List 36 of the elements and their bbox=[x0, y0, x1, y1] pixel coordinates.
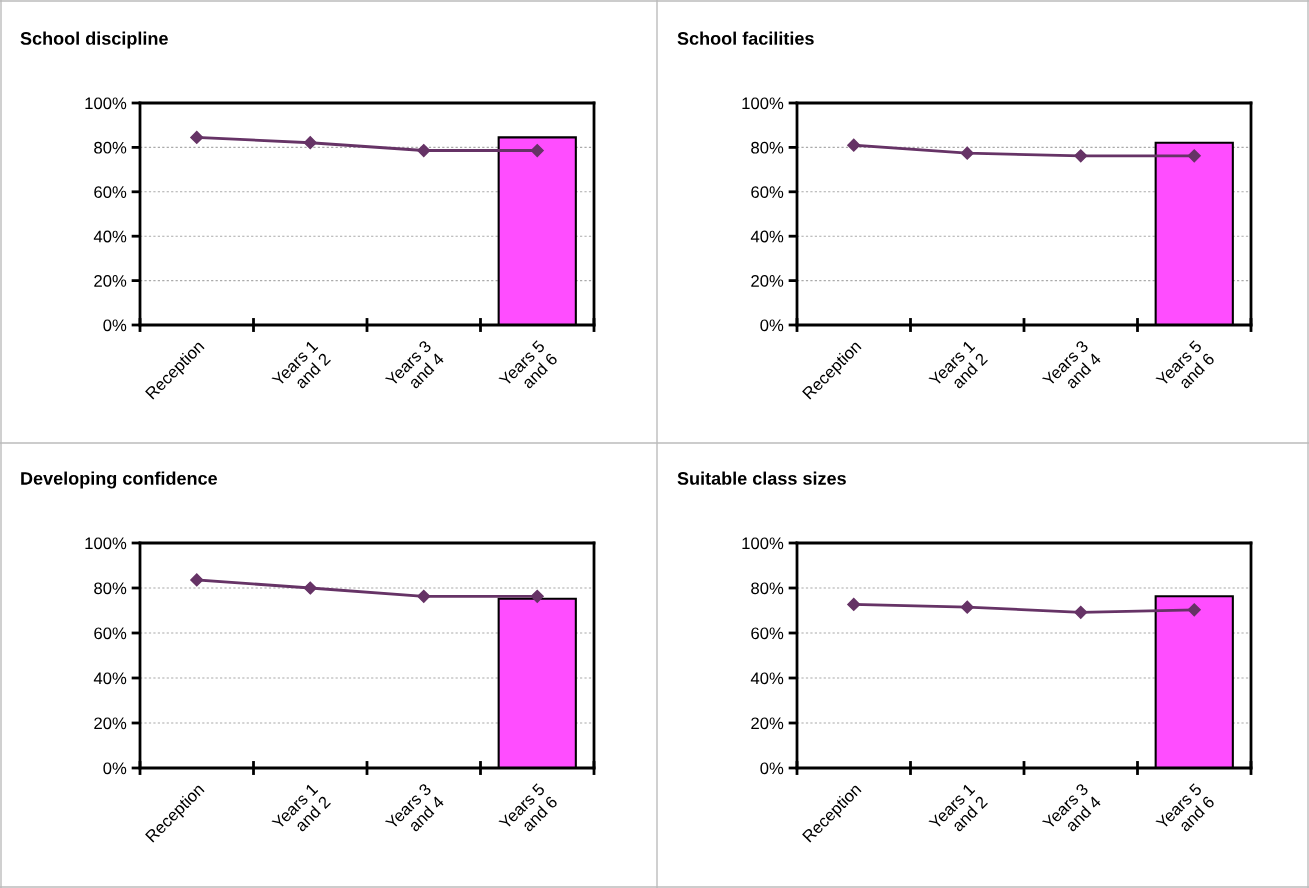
chart-title: School discipline bbox=[20, 31, 168, 49]
y-tick-label: 60% bbox=[751, 186, 784, 198]
point bbox=[1074, 149, 1088, 163]
chart-title: School facilities bbox=[677, 31, 814, 45]
y-tick-label: 0% bbox=[760, 762, 784, 775]
chart-title: Developing confidence bbox=[21, 471, 218, 489]
y-tick-label: 100% bbox=[85, 97, 127, 110]
y-tick-label: 40% bbox=[93, 230, 127, 243]
chart-title: Suitable class sizes bbox=[677, 471, 846, 485]
y-tick-label: 0% bbox=[103, 762, 127, 775]
y-tick-label: 20% bbox=[751, 275, 784, 287]
y-tick-label: 100% bbox=[85, 537, 127, 550]
point bbox=[847, 138, 861, 152]
point bbox=[417, 143, 431, 158]
y-tick-label: 80% bbox=[751, 582, 784, 595]
y-tick-label: 80% bbox=[751, 141, 784, 154]
point bbox=[303, 136, 317, 150]
y-tick-label: 20% bbox=[94, 717, 127, 730]
y-tick-label: 60% bbox=[751, 627, 784, 640]
point bbox=[190, 130, 204, 144]
y-tick-label: 20% bbox=[94, 275, 127, 287]
y-tick-label: 40% bbox=[750, 672, 784, 685]
y-tick-label: 20% bbox=[751, 717, 784, 730]
y-tick-label: 40% bbox=[93, 672, 127, 685]
y-tick-label: 80% bbox=[94, 582, 127, 595]
y-tick-label: 60% bbox=[94, 186, 127, 198]
point bbox=[1187, 149, 1201, 163]
y-tick-label: 0% bbox=[103, 319, 127, 332]
y-tick-label: 0% bbox=[760, 319, 784, 332]
point bbox=[530, 143, 544, 158]
y-tick-label: 80% bbox=[94, 141, 127, 154]
y-tick-label: 100% bbox=[742, 537, 784, 550]
y-tick-label: 60% bbox=[94, 627, 127, 640]
y-tick-label: 100% bbox=[742, 97, 784, 110]
point bbox=[960, 146, 974, 160]
y-tick-label: 40% bbox=[750, 230, 784, 243]
